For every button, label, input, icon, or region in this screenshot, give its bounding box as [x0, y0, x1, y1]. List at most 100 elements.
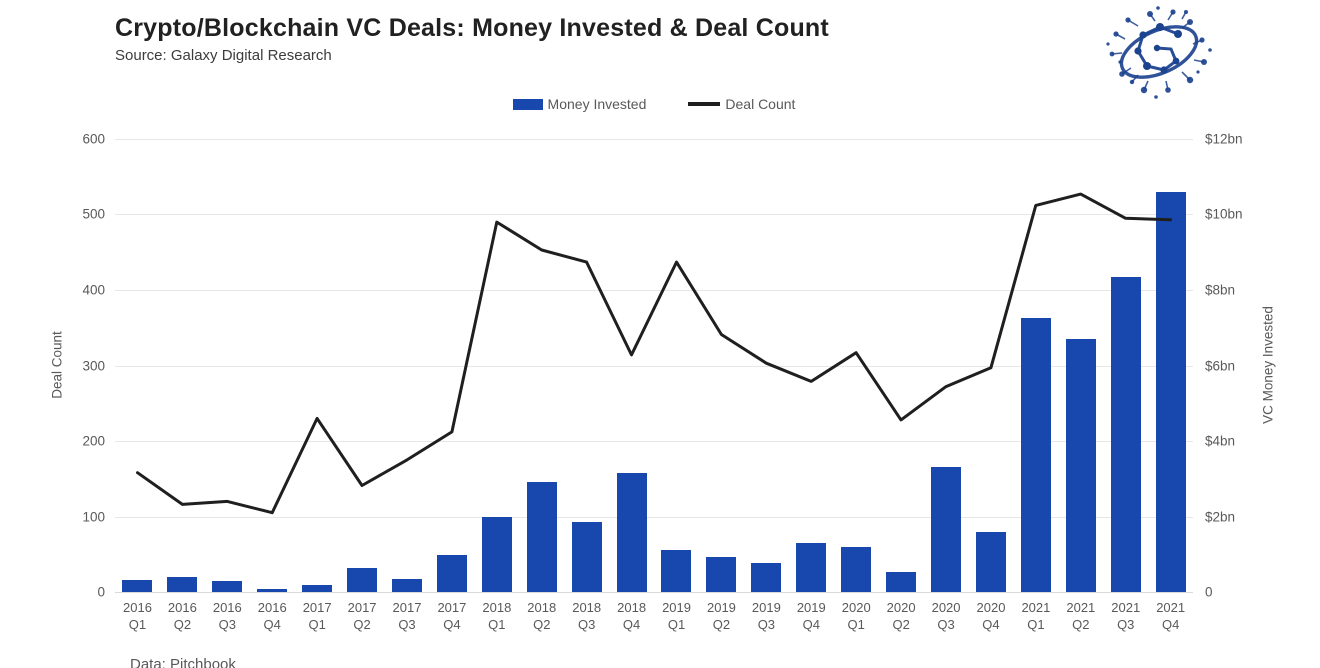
bar-2021-Q4 [1155, 191, 1186, 592]
right-axis-tick-label: $10bn [1205, 206, 1243, 222]
x-label-year: 2019 [796, 600, 826, 615]
left-axis-tick-label: 0 [97, 584, 105, 600]
left-axis-tick-label: 500 [82, 206, 105, 222]
bar-2020-Q1 [841, 547, 872, 592]
x-axis-label-2018-Q2: 2018 Q2 [519, 599, 564, 633]
x-label-year: 2020 [976, 600, 1006, 615]
x-label-quarter: Q1 [1027, 617, 1045, 632]
left-axis-tick-label: 300 [82, 358, 105, 373]
bar-2016-Q2 [167, 576, 198, 592]
chart-title: Crypto/Blockchain VC Deals: Money Invest… [115, 14, 829, 42]
bar-2017-Q2 [347, 567, 378, 592]
left-axis-tick-label: 400 [82, 282, 105, 298]
x-axis-label-2021-Q2: 2021 Q2 [1058, 599, 1103, 633]
x-label-quarter: Q4 [1161, 617, 1180, 632]
x-label-year: 2016 [167, 600, 197, 615]
bar-2018-Q4 [616, 472, 647, 592]
x-label-year: 2016 [212, 600, 242, 615]
bar-2018-Q3 [571, 521, 602, 592]
right-axis-tick-label: $2bn [1205, 509, 1236, 524]
x-axis-label-2020-Q4: 2020 Q4 [969, 599, 1014, 633]
right-axis-tick-label: $8bn [1205, 282, 1236, 298]
chart-subtitle: Source: Galaxy Digital Research [115, 47, 332, 64]
x-axis-label-2017-Q4: 2017 Q4 [429, 599, 474, 633]
x-label-year: 2017 [347, 600, 377, 615]
x-label-year: 2019 [706, 600, 736, 615]
x-axis-label-2019-Q3: 2019 Q3 [744, 599, 789, 633]
bar-2020-Q2 [886, 572, 917, 592]
x-axis-label-2016-Q4: 2016 Q4 [250, 599, 295, 633]
x-label-year: 2021 [1066, 600, 1096, 615]
x-axis-label-2018-Q4: 2018 Q4 [609, 599, 654, 633]
x-label-quarter: Q2 [173, 617, 192, 632]
x-axis-label-2019-Q4: 2019 Q4 [789, 599, 834, 633]
x-label-year: 2020 [931, 600, 961, 615]
gridline [115, 516, 1193, 518]
bar-2018-Q2 [526, 481, 557, 592]
x-label-quarter: Q4 [443, 617, 461, 632]
x-label-year: 2019 [662, 600, 691, 615]
x-axis-label-2016-Q3: 2016 Q3 [205, 599, 250, 633]
x-label-year: 2016 [123, 600, 152, 615]
x-label-year: 2018 [572, 600, 602, 615]
legend-item-deal-count: Deal Count [688, 96, 795, 112]
x-label-quarter: Q4 [982, 617, 1000, 632]
gridline [115, 592, 1193, 593]
x-axis-label-2021-Q1: 2021 Q1 [1013, 599, 1058, 633]
x-axis-label-2020-Q2: 2020 Q2 [879, 599, 924, 633]
x-axis-label-2019-Q1: 2019 Q1 [654, 599, 699, 633]
x-axis-labels: 2016 Q1 2016 Q2 2016 Q3 2016 Q4 2017 Q1 2017 Q2 2017… [115, 599, 1193, 633]
x-label-year: 2020 [886, 600, 916, 615]
right-axis-tick-label: $12bn [1205, 131, 1243, 147]
bar-2016-Q4 [257, 588, 288, 592]
x-label-quarter: Q4 [622, 617, 641, 632]
x-label-quarter: Q3 [937, 617, 955, 632]
money-invested-swatch-icon [512, 98, 543, 110]
x-label-quarter: Q1 [847, 617, 865, 632]
x-axis-label-2020-Q3: 2020 Q3 [924, 599, 969, 633]
x-label-quarter: Q3 [1117, 617, 1135, 632]
gridline [115, 139, 1193, 140]
x-axis-label-2017-Q2: 2017 Q2 [340, 599, 385, 633]
bar-2019-Q1 [661, 549, 692, 592]
x-label-year: 2018 [527, 600, 557, 615]
deal-count-line-swatch-icon [688, 102, 721, 106]
x-label-quarter: Q4 [802, 617, 820, 632]
x-label-year: 2016 [257, 600, 287, 615]
x-label-quarter: Q2 [892, 617, 910, 632]
x-axis-label-2018-Q3: 2018 Q3 [564, 599, 609, 633]
x-label-quarter: Q1 [308, 617, 326, 632]
left-axis-title: Deal Count [49, 331, 65, 399]
x-label-quarter: Q3 [398, 617, 416, 632]
bar-2021-Q2 [1065, 339, 1096, 592]
x-label-quarter: Q3 [757, 617, 776, 632]
bar-2019-Q4 [796, 542, 827, 592]
bar-2021-Q1 [1020, 318, 1051, 592]
plot-area [115, 139, 1193, 593]
bar-2016-Q3 [212, 580, 243, 592]
data-source-caption: Data: Pitchbook [130, 656, 236, 668]
bar-2017-Q4 [436, 555, 467, 592]
right-axis-title: VC Money Invested [1260, 306, 1276, 424]
bar-2020-Q3 [930, 466, 961, 592]
x-label-quarter: Q3 [578, 617, 596, 632]
x-label-quarter: Q3 [218, 617, 236, 632]
x-label-year: 2019 [751, 600, 781, 615]
bar-2017-Q1 [302, 584, 333, 592]
x-label-year: 2021 [1156, 600, 1186, 615]
right-axis-tick-label: 0 [1205, 584, 1213, 600]
x-axis-label-2018-Q1: 2018 Q1 [474, 599, 519, 633]
x-label-quarter: Q2 [1072, 617, 1090, 632]
x-label-year: 2021 [1111, 600, 1141, 615]
x-label-quarter: Q1 [128, 617, 147, 632]
right-axis-tick-label: $6bn [1205, 358, 1236, 373]
x-label-year: 2017 [437, 600, 467, 615]
x-axis-label-2017-Q1: 2017 Q1 [295, 599, 340, 633]
x-axis-label-2016-Q2: 2016 Q2 [160, 599, 205, 633]
x-axis-label-2017-Q3: 2017 Q3 [385, 599, 430, 633]
left-axis-tick-label: 600 [82, 131, 105, 147]
x-label-year: 2017 [302, 600, 332, 615]
galaxy-digital-logo-icon [1098, 2, 1220, 104]
bar-2018-Q1 [481, 516, 512, 592]
